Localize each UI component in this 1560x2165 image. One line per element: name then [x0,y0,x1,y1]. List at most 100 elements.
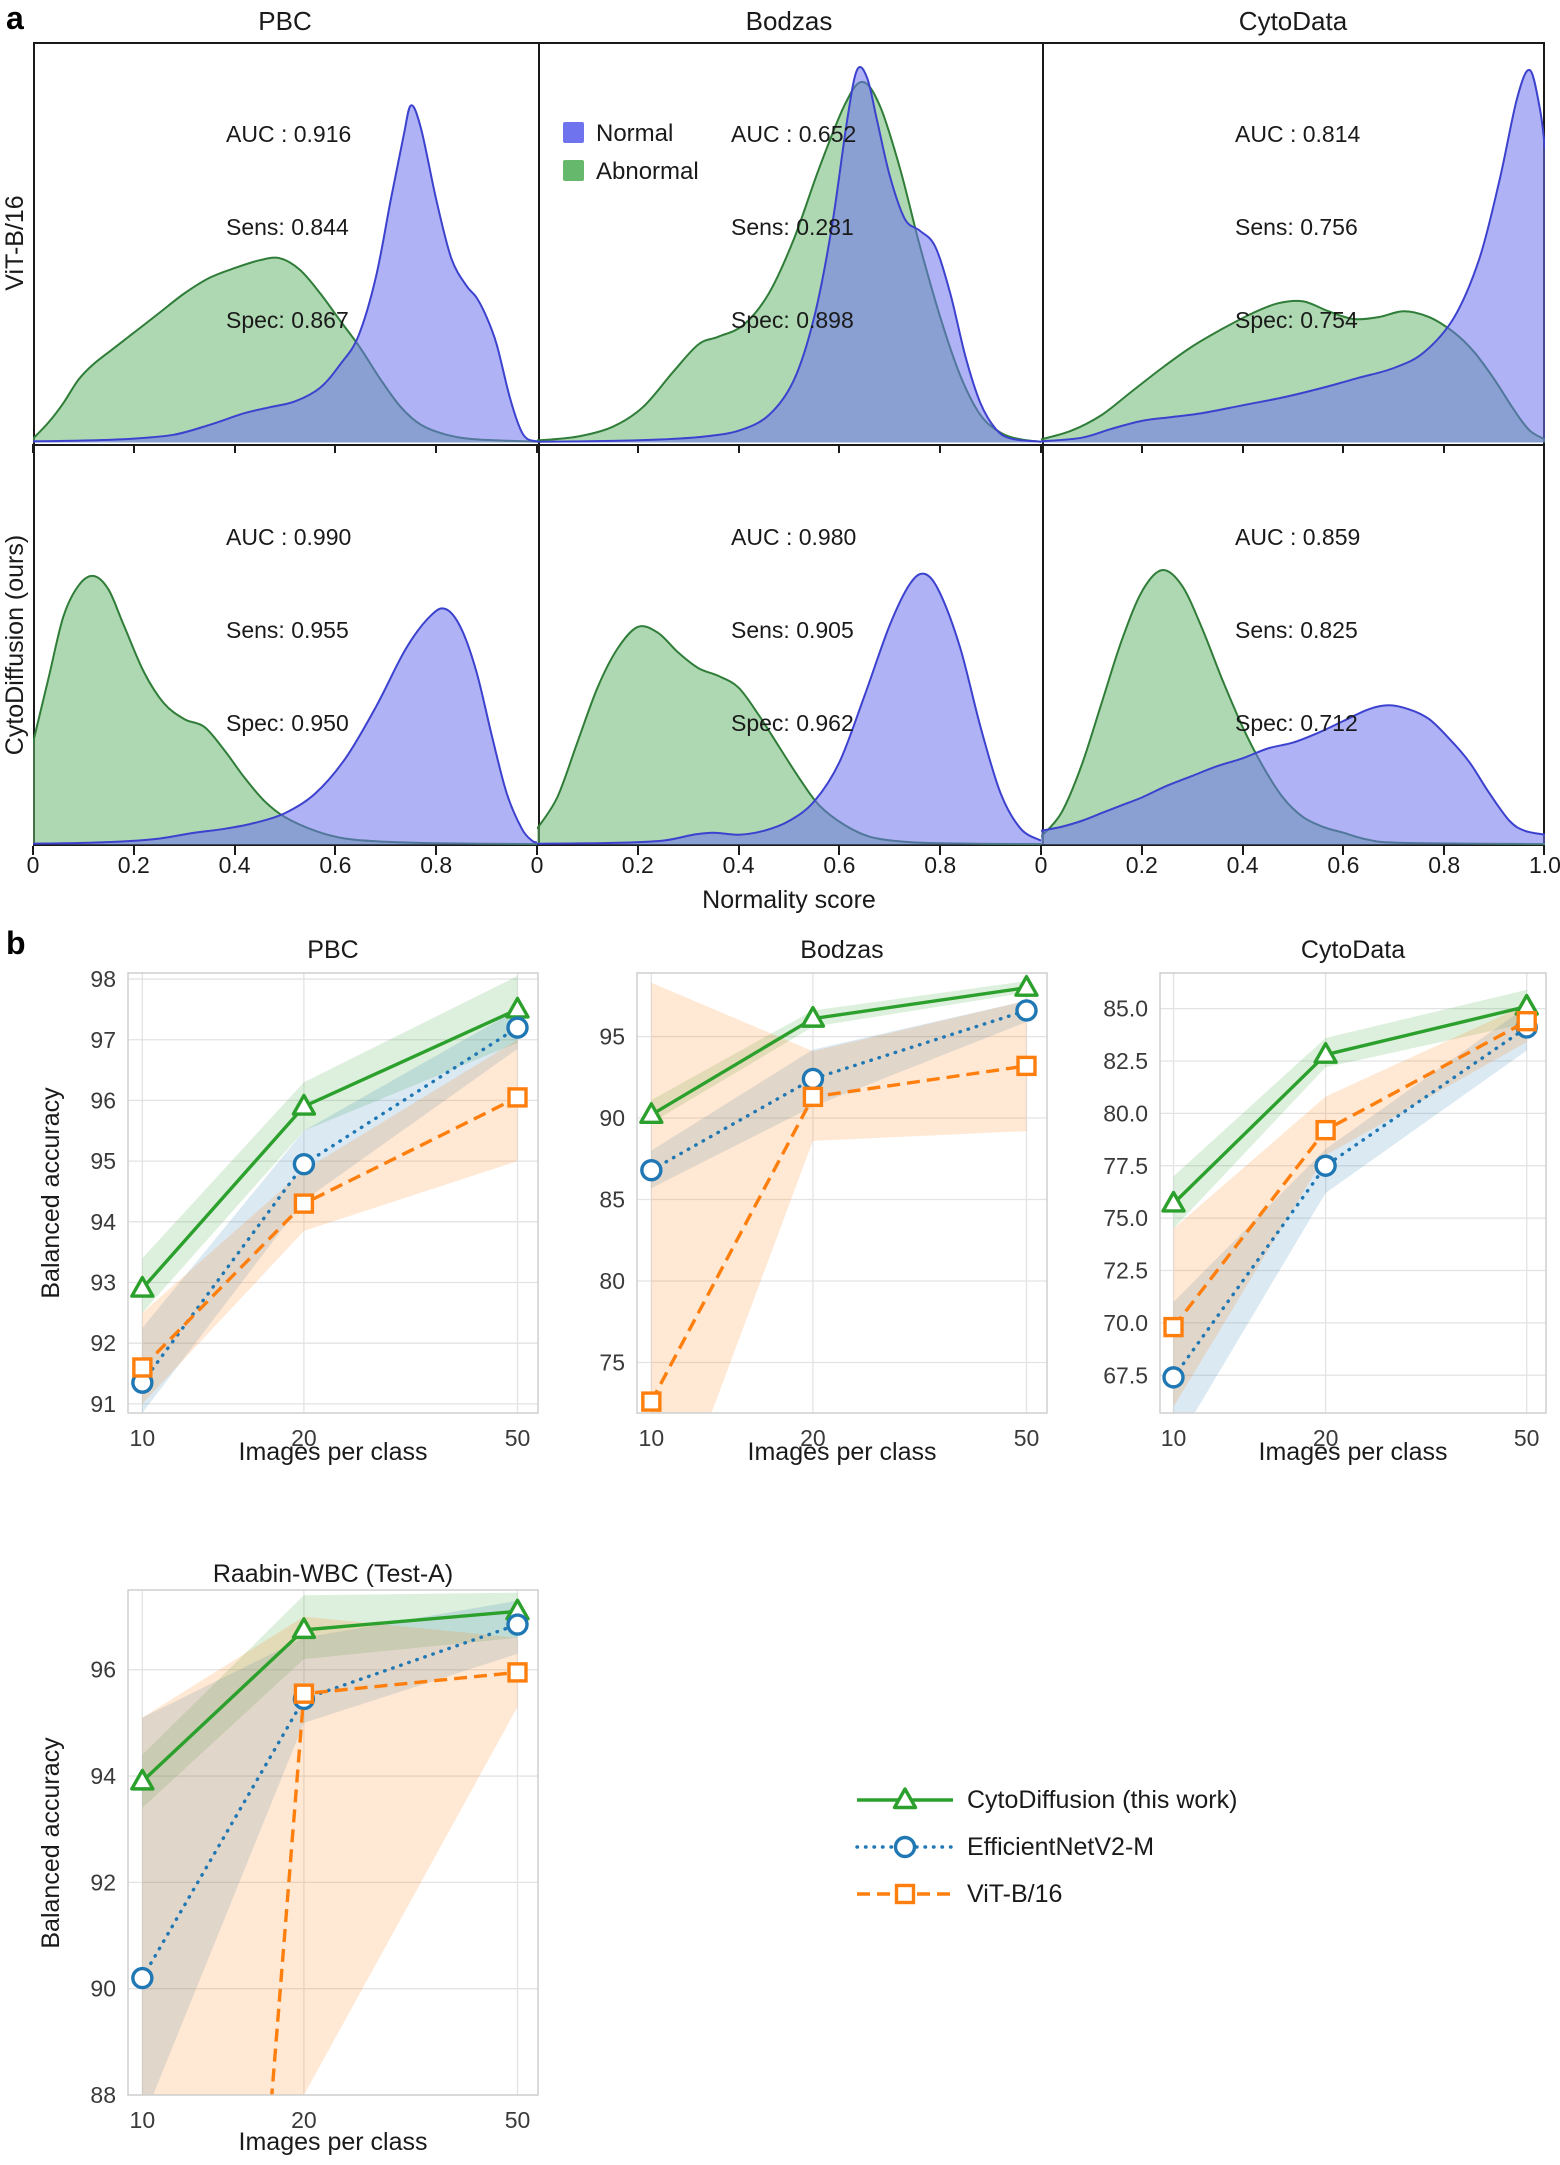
plot-area [130,976,530,1413]
panel-a-xlabel: Normality score [702,886,876,914]
x-tick-label: 0.2 [621,852,654,878]
x-axis-tick [1543,846,1545,855]
confidence-band-cytodiffusion [142,976,518,1313]
svg-text:96: 96 [90,1657,116,1683]
svg-text:97: 97 [90,1027,116,1053]
confidence-band-efficientnet [142,1600,518,2095]
svg-text:10: 10 [1161,1425,1187,1451]
tick-labels: 75 80 85 90 95 10 20 50 [599,1024,1039,1451]
x-axis-tick [435,444,438,453]
vit-legend-label: ViT-B/16 [967,1880,1063,1908]
x-axis-tick [1443,444,1446,453]
normal-density-area [33,607,537,845]
svg-text:10: 10 [130,2107,156,2133]
x-axis-tick [1140,846,1143,855]
spec-value: Spec: 0.962 [731,710,854,736]
x-tick-label: 0.4 [1226,852,1259,878]
x-axis-tick [1342,444,1345,453]
x-tick-label: 0 [1034,852,1048,878]
svg-text:90: 90 [90,1976,116,2002]
x-axis-tick [1342,846,1345,855]
legend-b-vit: ViT-B/16 [855,1877,1335,1911]
stats-vit-pbc: AUC : 0.916 Sens: 0.844 Spec: 0.867 [226,57,351,398]
svg-text:93: 93 [90,1270,116,1296]
legend-b-cytodiffusion: CytoDiffusion (this work) [855,1783,1335,1817]
plot-area [130,1592,530,2095]
x-tick-label: 0.8 [1428,852,1461,878]
auc-value: AUC : 0.980 [731,524,857,550]
spec-value: Spec: 0.712 [1235,710,1358,736]
xlabel-pbc: Images per class [238,1438,428,1466]
plot-area [639,974,1039,1413]
x-axis-tick [334,846,337,855]
confidence-band-cytodiffusion [651,981,1027,1123]
x-axis-tick [233,444,236,453]
x-axis-tick [132,846,135,855]
svg-text:50: 50 [505,1425,531,1451]
x-axis-tick [939,444,942,453]
x-axis-tick [536,846,538,855]
x-tick-label: 0.6 [319,852,352,878]
svg-text:10: 10 [130,1425,156,1451]
chart-title-pbc: PBC [307,936,359,964]
svg-text:96: 96 [90,1087,116,1113]
panel-a-row-label-vit: ViT-B/16 [1,195,29,291]
xlabel-raabin: Images per class [238,2128,428,2156]
x-tick-label: 0.6 [823,852,856,878]
normal-density-area [537,572,1041,845]
stats-cyto-cytodata: AUC : 0.859 Sens: 0.825 Spec: 0.712 [1235,460,1360,801]
density-plot-cyto-cytodata [1041,569,1545,846]
confidence-band-cytodiffusion [142,1592,518,1808]
panel-a-row-label-cyto: CytoDiffusion (ours) [1,534,29,756]
svg-text:94: 94 [90,1209,116,1235]
normal-swatch-icon [563,122,584,143]
series-cytodiffusion [639,974,1039,1124]
auc-value: AUC : 0.652 [731,121,857,147]
x-axis-tick [233,846,236,855]
efficientnet-legend-label: EfficientNetV2-M [967,1833,1155,1861]
svg-text:88: 88 [90,2082,116,2108]
svg-text:94: 94 [90,1763,116,1789]
sens-value: Sens: 0.905 [731,617,854,643]
x-tick-label: 1.0 [1529,852,1560,878]
svg-text:95: 95 [90,1148,116,1174]
svg-text:80: 80 [599,1268,625,1294]
line-chart-pbc: 91 92 93 94 95 96 97 98 10 20 50 [90,966,539,1451]
x-axis-tick [737,444,740,453]
density-plot-vit-bodzas [537,66,1041,443]
svg-text:92: 92 [90,1330,116,1356]
series-vit [270,1662,528,2095]
x-axis-tick [636,444,639,453]
density-plot-cyto-pbc [33,574,537,846]
x-axis-tick [737,846,740,855]
x-axis-tick [1040,444,1042,453]
series-efficientnet [131,1016,529,1394]
abnormal-label: Abnormal [596,158,699,185]
panel-a-col-title-cytodata: CytoData [1238,6,1348,36]
x-axis-tick [838,444,841,453]
auc-value: AUC : 0.859 [1235,524,1361,550]
tick-labels: 91 92 93 94 95 96 97 98 10 20 50 [90,966,530,1451]
auc-value: AUC : 0.916 [226,121,352,147]
normal-density-area [1041,68,1545,443]
panel-a-col-title-bodzas: Bodzas [745,6,833,36]
gridlines [637,973,1047,1413]
confidence-band-vit [142,1039,518,1404]
svg-text:20: 20 [800,1425,826,1451]
x-axis-tick [132,444,135,453]
svg-text:20: 20 [291,1425,317,1451]
legend-a-normal: Normal [563,120,763,148]
sens-value: Sens: 0.844 [226,214,349,240]
svg-text:95: 95 [599,1024,625,1050]
x-axis-tick [32,444,34,453]
tick-labels: 67.5 70.0 72.5 75.0 77.5 80.0 82.5 85.0 10 20 50 [1103,996,1539,1451]
svg-text:92: 92 [90,1869,116,1895]
stats-vit-cytodata: AUC : 0.814 Sens: 0.756 Spec: 0.754 [1235,57,1360,398]
svg-text:98: 98 [90,966,116,992]
x-axis-tick [32,846,34,855]
svg-text:77.5: 77.5 [1103,1153,1148,1179]
normal-density-area [537,66,1041,443]
chart-title-cytodata: CytoData [1300,936,1406,964]
svg-text:50: 50 [1514,1425,1540,1451]
spec-value: Spec: 0.867 [226,307,349,333]
